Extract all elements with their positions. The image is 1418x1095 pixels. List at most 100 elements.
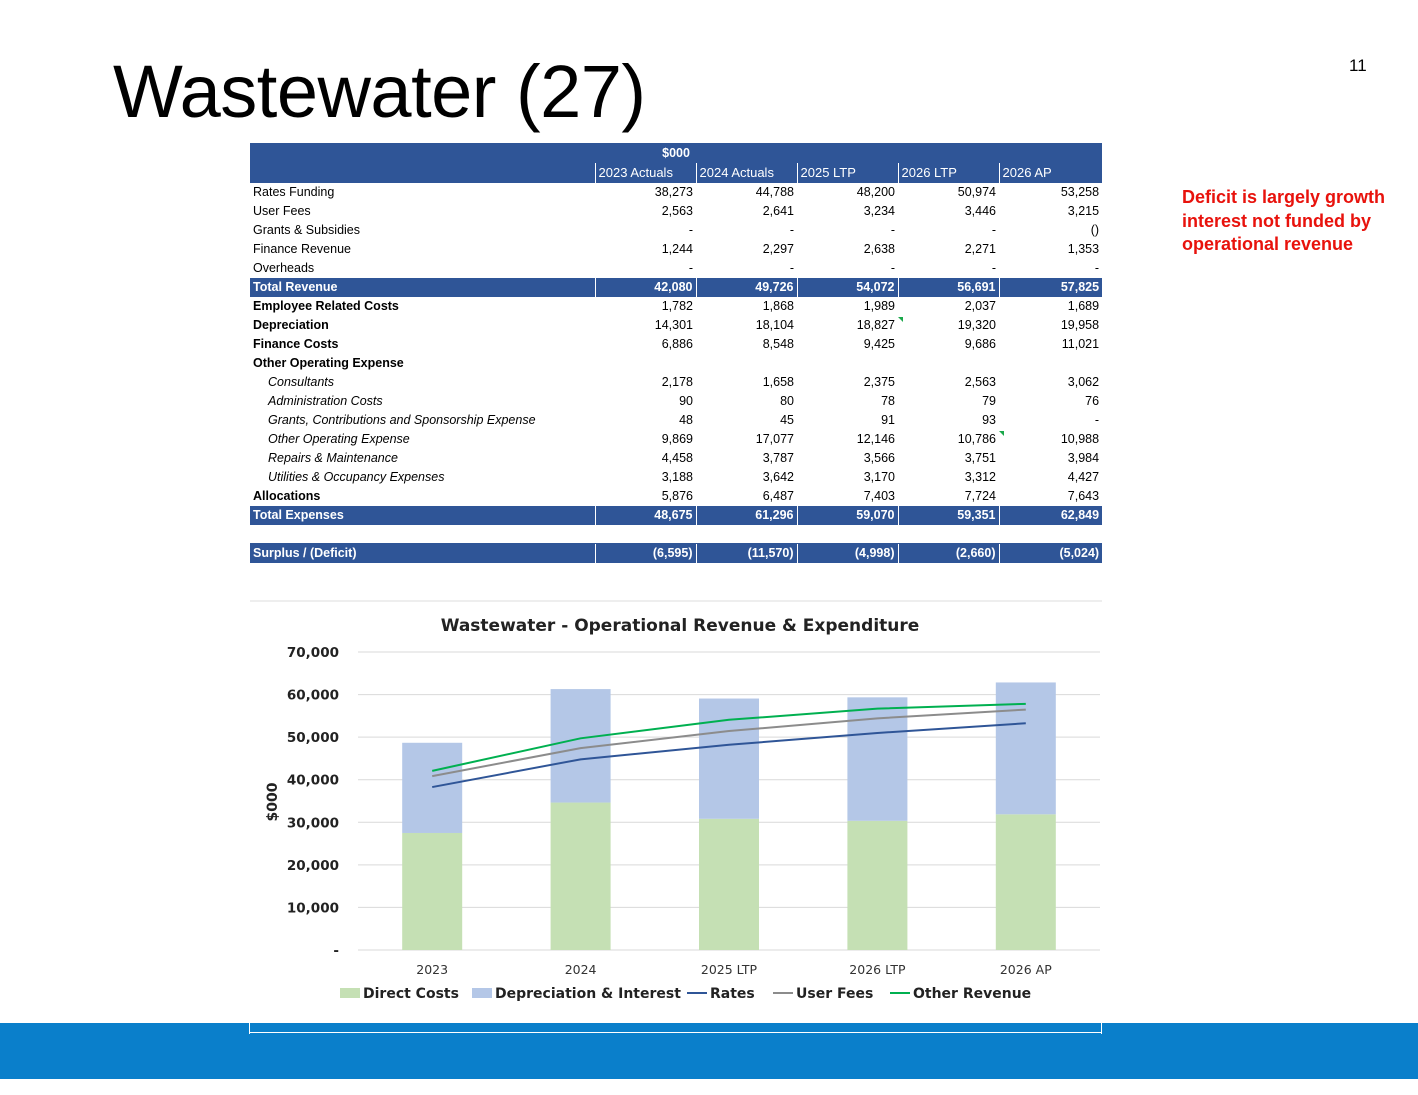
y-tick-label: 10,000 [287, 900, 339, 916]
row-value: 5,876 [661, 489, 693, 503]
chart-frame-line [249, 1023, 250, 1034]
row-value: 48,675 [594, 506, 696, 525]
row-value: - [789, 223, 794, 237]
chart-frame-line [249, 1032, 1102, 1033]
table-separator-row [250, 543, 1103, 544]
row-value: 18,827 [856, 318, 895, 332]
column-header: 2024 Actuals [695, 163, 797, 183]
row-value: 93 [982, 413, 996, 427]
table-row: Finance Costs 6,886 8,548 9,425 9,686 11,021 [250, 335, 1102, 354]
row-value: - [890, 261, 895, 275]
row-value: () [1090, 223, 1100, 237]
row-value: 2,638 [863, 242, 895, 256]
row-value: 2,641 [762, 204, 794, 218]
table-row: Utilities & Occupancy Expenses 3,188 3,642… [250, 468, 1102, 487]
row-value: 59,070 [796, 506, 898, 525]
column-header: 2025 LTP [796, 163, 898, 183]
row-value: 48,200 [856, 185, 895, 199]
table-total-row: Surplus / (Deficit) (6,595) (11,570) (4,998… [250, 544, 1103, 563]
row-value: 9,869 [661, 432, 693, 446]
y-tick-label: 20,000 [287, 858, 339, 874]
table-total-row: Total Revenue 42,080 49,726 54,072 56,691 57,… [250, 278, 1103, 297]
row-label: Repairs & Maintenance [268, 451, 398, 465]
row-value: 8,548 [762, 337, 794, 351]
row-value: - [789, 261, 794, 275]
row-value: 50,974 [957, 185, 996, 199]
table-row: Finance Revenue 1,244 2,297 2,638 2,271 1,353 [250, 240, 1102, 259]
revenue-expenditure-chart: Wastewater - Operational Revenue & Expen… [250, 600, 1102, 1002]
legend-label: Depreciation & Interest [495, 986, 681, 1002]
row-label: Surplus / (Deficit) [250, 544, 595, 563]
slide-title: Wastewater (27) [113, 50, 646, 133]
row-value: 6,886 [661, 337, 693, 351]
row-label: Other Operating Expense [268, 432, 410, 446]
row-value: 49,726 [695, 278, 797, 297]
table-row: Repairs & Maintenance 4,458 3,787 3,566 3,75… [250, 449, 1102, 468]
row-label: Total Revenue [250, 278, 595, 297]
row-label: Allocations [253, 489, 321, 503]
bar-depreciation-interest [847, 697, 908, 821]
line-series-other-revenue [431, 702, 1026, 772]
row-value: 79 [982, 394, 996, 408]
row-value [898, 354, 999, 373]
bar-direct-costs [847, 820, 908, 950]
row-label: Consultants [268, 375, 335, 389]
row-label: Utilities & Occupancy Expenses [268, 470, 445, 484]
row-value: 10,988 [1060, 432, 1100, 446]
y-tick-label: 30,000 [287, 815, 339, 831]
row-value [595, 354, 696, 373]
row-value: 7,643 [1067, 489, 1100, 503]
y-tick-label: - [333, 943, 339, 959]
row-value: 3,215 [1067, 204, 1100, 218]
x-tick-label: 2025 LTP [701, 962, 758, 977]
table-row: Other Operating Expense [250, 354, 1102, 373]
row-value: 56,691 [897, 278, 999, 297]
row-value: 3,234 [863, 204, 895, 218]
table-header-unit-row: $000 [250, 143, 1103, 163]
table-header-columns-row: 2023 Actuals 2024 Actuals 2025 LTP 2026 LTP… [250, 163, 1103, 183]
row-value: (5,024) [998, 544, 1103, 563]
bar-depreciation-interest [402, 742, 463, 833]
row-value: (4,998) [796, 544, 898, 563]
row-label: Depreciation [253, 318, 329, 332]
table-row: Rates Funding 38,273 44,788 48,200 50,974 53,… [250, 183, 1102, 202]
row-value: (6,595) [594, 544, 696, 563]
column-header: 2026 AP [998, 163, 1103, 183]
bar-direct-costs [550, 802, 611, 950]
row-value: 17,077 [755, 432, 794, 446]
row-value: 2,375 [863, 375, 895, 389]
row-value: 2,037 [964, 299, 996, 313]
row-value [696, 354, 797, 373]
table-row: Overheads - - - - - [250, 259, 1102, 278]
y-tick-label: 70,000 [287, 645, 339, 661]
row-value: 18,104 [755, 318, 794, 332]
table-row: Allocations 5,876 6,487 7,403 7,724 7,643 [250, 487, 1102, 506]
table-row: User Fees 2,563 2,641 3,234 3,446 3,215 [250, 202, 1102, 221]
table-spacer-row [250, 525, 1102, 543]
table-row: Employee Related Costs 1,782 1,868 1,989 2,0… [250, 297, 1102, 316]
table-row: Administration Costs 90 80 78 79 76 [250, 392, 1102, 411]
x-tick-label: 2024 [565, 962, 597, 977]
bar-direct-costs [995, 814, 1056, 950]
row-value: - [890, 223, 895, 237]
line-series-user-fees [432, 708, 1026, 778]
table-row: Other Operating Expense 9,869 17,077 12,146… [250, 430, 1102, 449]
y-tick-label: 50,000 [287, 730, 339, 746]
row-value: - [1094, 261, 1100, 275]
row-value: 9,686 [964, 337, 996, 351]
unit-header: $000 [250, 143, 1103, 163]
row-value: 91 [881, 413, 895, 427]
row-label: Total Expenses [250, 506, 595, 525]
row-value: 4,427 [1067, 470, 1100, 484]
y-tick-label: 60,000 [287, 688, 339, 704]
row-value: 10,786 [957, 432, 996, 446]
row-value: (11,570) [695, 544, 797, 563]
table-row: Consultants 2,178 1,658 2,375 2,563 3,062 [250, 373, 1102, 392]
row-value: - [991, 261, 996, 275]
row-value: - [688, 223, 693, 237]
row-label: Finance Costs [253, 337, 339, 351]
column-header: 2026 LTP [897, 163, 999, 183]
row-label: Employee Related Costs [253, 299, 399, 313]
bar-direct-costs [402, 832, 463, 950]
row-value: 3,188 [661, 470, 693, 484]
